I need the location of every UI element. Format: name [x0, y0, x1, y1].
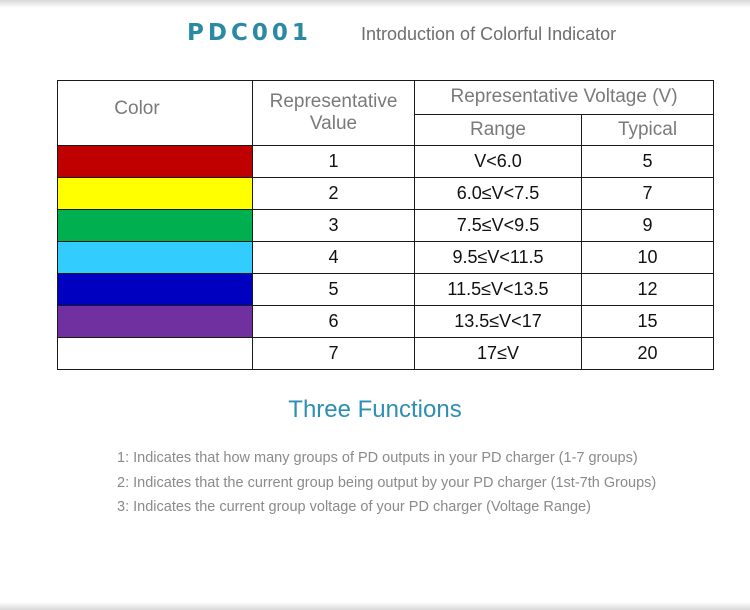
header-color: Color: [57, 80, 253, 146]
typical-voltage-cell: 15: [580, 305, 715, 338]
representative-value-cell: 6: [252, 305, 415, 338]
color-swatch: [57, 305, 253, 338]
color-swatch: [57, 145, 253, 178]
bottom-shadow: [0, 602, 750, 610]
table-row: 6 13.5≤V<17 15: [57, 305, 715, 338]
header-representative-value: Representative Value: [252, 80, 415, 146]
typical-voltage-cell: 9: [580, 209, 715, 242]
table-row: 5 11.5≤V<13.5 12: [57, 273, 715, 306]
voltage-range-cell: 17≤V: [414, 337, 582, 370]
color-swatch: [57, 177, 253, 210]
top-shadow: [0, 0, 750, 8]
typical-voltage-cell: 12: [580, 273, 715, 306]
representative-value-cell: 3: [252, 209, 415, 242]
table-row: 3 7.5≤V<9.5 9: [57, 209, 715, 242]
typical-voltage-cell: 10: [580, 241, 715, 274]
representative-value-cell: 2: [252, 177, 415, 210]
voltage-range-cell: V<6.0: [414, 145, 582, 178]
typical-voltage-cell: 5: [580, 145, 715, 178]
voltage-range-cell: 9.5≤V<11.5: [414, 241, 582, 274]
typical-voltage-cell: 20: [580, 337, 715, 370]
representative-value-cell: 5: [252, 273, 415, 306]
function-item-1: 1: Indicates that how many groups of PD …: [117, 450, 638, 466]
representative-value-cell: 4: [252, 241, 415, 274]
color-swatch: [57, 337, 253, 370]
functions-title: Three Functions: [288, 396, 462, 423]
representative-value-cell: 7: [252, 337, 415, 370]
voltage-range-cell: 6.0≤V<7.5: [414, 177, 582, 210]
voltage-range-cell: 13.5≤V<17: [414, 305, 582, 338]
table-row: 4 9.5≤V<11.5 10: [57, 241, 715, 274]
function-item-3: 3: Indicates the current group voltage o…: [117, 499, 591, 515]
indicator-table: Color Representative Value Representativ…: [57, 80, 715, 370]
color-swatch: [57, 241, 253, 274]
page-subtitle: Introduction of Colorful Indicator: [361, 24, 617, 44]
function-item-2: 2: Indicates that the current group bein…: [117, 474, 657, 491]
typical-voltage-cell: 7: [580, 177, 715, 210]
table-row: 1 V<6.0 5: [57, 145, 715, 178]
header-range: Range: [414, 113, 582, 147]
voltage-range-cell: 7.5≤V<9.5: [414, 209, 582, 242]
header-color-label: Color: [114, 98, 160, 119]
color-swatch: [57, 209, 253, 242]
representative-value-cell: 1: [252, 145, 415, 178]
color-swatch: [57, 273, 253, 306]
voltage-range-cell: 11.5≤V<13.5: [414, 273, 582, 306]
brand-logo: PDC001: [187, 20, 312, 46]
functions-list: 1: Indicates that how many groups of PD …: [117, 446, 656, 520]
table-row: 2 6.0≤V<7.5 7: [57, 177, 715, 210]
table-row: 7 17≤V 20: [57, 337, 715, 370]
header-typical: Typical: [580, 113, 715, 147]
header-voltage: Representative Voltage (V): [413, 80, 715, 115]
header: PDC001 Introduction of Colorful Indicato…: [0, 20, 750, 50]
